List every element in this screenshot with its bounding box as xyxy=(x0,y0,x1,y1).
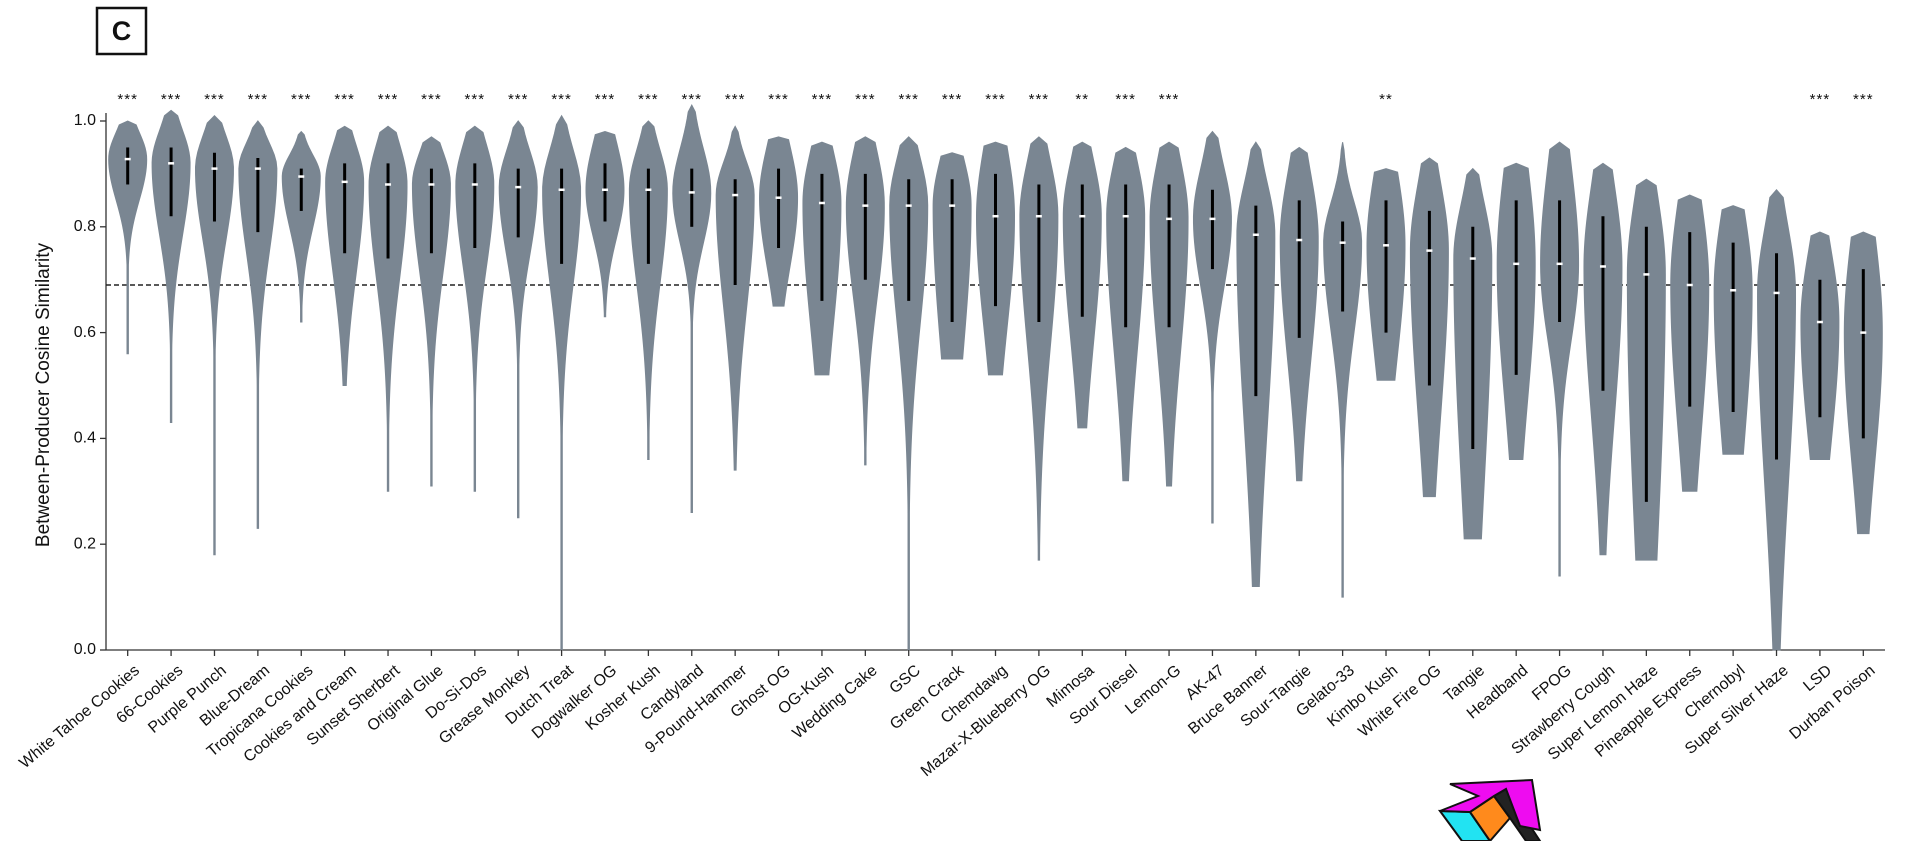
significance-label: *** xyxy=(725,91,746,108)
y-tick-label: 0.4 xyxy=(74,430,96,447)
significance-label: *** xyxy=(378,91,399,108)
significance-label: *** xyxy=(855,91,876,108)
significance-label: *** xyxy=(204,91,225,108)
violin-body xyxy=(585,131,625,318)
violin-body xyxy=(715,125,755,471)
significance-label: *** xyxy=(508,91,529,108)
significance-label: *** xyxy=(117,91,138,108)
significance-label: *** xyxy=(1810,91,1831,108)
y-tick-label: 0.8 xyxy=(74,218,96,235)
significance-label: *** xyxy=(1115,91,1136,108)
decorative-arrow xyxy=(1437,778,1542,841)
violin-body xyxy=(281,130,321,323)
violin-body xyxy=(194,114,234,556)
violin-body xyxy=(1323,142,1363,598)
violin-body xyxy=(672,104,712,513)
significance-label: *** xyxy=(291,91,312,108)
significance-label: *** xyxy=(334,91,355,108)
significance-label: *** xyxy=(421,91,442,108)
significance-label: *** xyxy=(985,91,1006,108)
x-tick-label: LSD xyxy=(1800,662,1835,695)
y-tick-label: 0.2 xyxy=(74,535,96,552)
x-tick-label: Kosher Kush xyxy=(583,662,664,734)
x-tick-label: GSC xyxy=(886,662,923,697)
violin-body xyxy=(542,114,582,651)
significance-label: *** xyxy=(1029,91,1050,108)
violin-body xyxy=(1192,130,1232,524)
significance-label: *** xyxy=(812,91,833,108)
violin-body xyxy=(845,136,885,466)
y-tick-label: 1.0 xyxy=(74,112,96,129)
significance-label: *** xyxy=(942,91,963,108)
violin-body xyxy=(628,120,668,461)
violin-body xyxy=(498,120,538,519)
violin-body xyxy=(238,120,278,529)
significance-label: *** xyxy=(768,91,789,108)
significance-label: ** xyxy=(1379,91,1393,108)
y-axis-label: Between-Producer Cosine Similarity xyxy=(33,242,54,547)
violin-body xyxy=(1019,136,1059,561)
y-tick-label: 0.0 xyxy=(74,641,96,658)
violin-body xyxy=(1540,141,1580,577)
significance-label: ** xyxy=(1075,91,1089,108)
x-tick-label: Green Crack xyxy=(887,661,968,733)
panel-label: C xyxy=(112,16,132,46)
violin-body xyxy=(368,125,408,492)
violin-body xyxy=(325,125,365,386)
significance-label: *** xyxy=(551,91,572,108)
significance-label: *** xyxy=(595,91,616,108)
panel-label-box xyxy=(95,6,148,56)
significance-label: *** xyxy=(248,91,269,108)
significance-label: *** xyxy=(682,91,703,108)
violin-body xyxy=(151,109,191,424)
significance-label: *** xyxy=(898,91,919,108)
violin-body xyxy=(108,120,148,355)
significance-label: *** xyxy=(1853,91,1874,108)
significance-label: *** xyxy=(638,91,659,108)
significance-label: *** xyxy=(1159,91,1180,108)
violin-body xyxy=(889,136,929,651)
violin-body xyxy=(455,125,495,492)
significance-label: *** xyxy=(161,91,182,108)
violin-body xyxy=(411,136,451,487)
y-tick-label: 0.6 xyxy=(74,324,96,341)
significance-label: *** xyxy=(465,91,486,108)
